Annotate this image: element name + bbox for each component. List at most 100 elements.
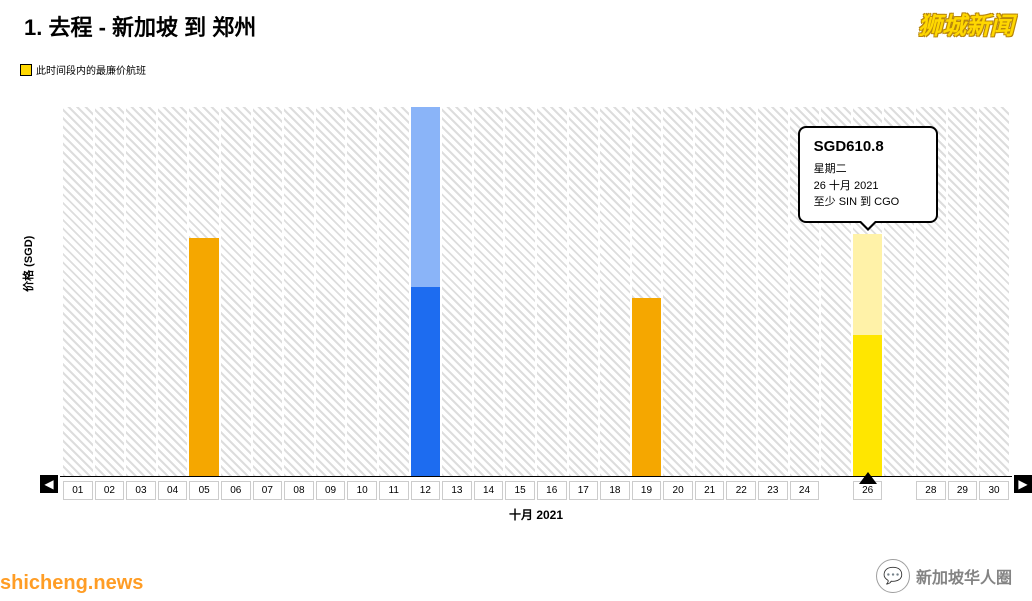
- x-axis-day[interactable]: 22: [726, 481, 756, 500]
- bar-unavailable: [284, 107, 314, 476]
- bar-slot[interactable]: 周: [189, 107, 219, 476]
- bar-unavailable: [695, 107, 725, 476]
- bar-unavailable: [505, 107, 535, 476]
- bar-slot[interactable]: 周: [505, 107, 535, 476]
- x-axis-day[interactable]: 17: [569, 481, 599, 500]
- bar-unavailable: [158, 107, 188, 476]
- x-axis-day[interactable]: 10: [347, 481, 377, 500]
- bar-slot[interactable]: 周: [979, 107, 1009, 476]
- bar-unavailable: [442, 107, 472, 476]
- bar-slot[interactable]: 周: [158, 107, 188, 476]
- price-tooltip: SGD610.8 星期二26 十月 2021至少 SIN 到 CGO: [798, 126, 938, 223]
- bar-slot[interactable]: 周: [379, 107, 409, 476]
- bar-slot[interactable]: 周: [347, 107, 377, 476]
- legend: 此时间段内的最廉价航班: [20, 62, 1012, 77]
- x-axis-day[interactable]: 07: [253, 481, 283, 500]
- wechat-icon: 💬: [876, 559, 910, 593]
- bar-unavailable: [221, 107, 251, 476]
- x-axis-day[interactable]: 29: [948, 481, 978, 500]
- bar-slot[interactable]: 周SGD610.8星期二26 十月 2021至少 SIN 到 CGO: [853, 107, 883, 476]
- bar-unavailable: [316, 107, 346, 476]
- bar-unavailable: [663, 107, 693, 476]
- x-axis-day[interactable]: 15: [505, 481, 535, 500]
- bar-unavailable: [253, 107, 283, 476]
- x-axis-day[interactable]: 09: [316, 481, 346, 500]
- x-axis-day[interactable]: 08: [284, 481, 314, 500]
- x-axis-day[interactable]: 05: [189, 481, 219, 500]
- x-axis-day[interactable]: 16: [537, 481, 567, 500]
- x-axis-label: 十月 2021: [60, 506, 1012, 523]
- tooltip-route: 至少 SIN 到 CGO: [814, 194, 922, 211]
- watermark-bottom-left: shicheng.news: [0, 572, 143, 595]
- bar-unavailable: [379, 107, 409, 476]
- watermark-name: 新加坡华人圈: [916, 564, 1012, 588]
- watermark-bottom-right: 💬 新加坡华人圈: [876, 559, 1012, 593]
- bar-unavailable: [63, 107, 93, 476]
- watermark-top: 狮城新闻: [918, 6, 1014, 41]
- x-axis-day[interactable]: 21: [695, 481, 725, 500]
- bar-slot[interactable]: 周: [663, 107, 693, 476]
- bar-slot[interactable]: 周: [95, 107, 125, 476]
- bar-unavailable: [347, 107, 377, 476]
- bar-slot[interactable]: 周: [948, 107, 978, 476]
- bar-unavailable: [758, 107, 788, 476]
- x-axis-day[interactable]: 19: [632, 481, 662, 500]
- bar-slot[interactable]: 周: [632, 107, 662, 476]
- bar-slot[interactable]: 周: [442, 107, 472, 476]
- legend-swatch: [20, 64, 32, 76]
- bar-slot[interactable]: 周: [126, 107, 156, 476]
- selected-marker: [859, 472, 877, 484]
- x-axis-day[interactable]: 04: [158, 481, 188, 500]
- x-axis-day[interactable]: 28: [916, 481, 946, 500]
- tooltip-weekday: 星期二: [814, 161, 922, 178]
- bar-unavailable: [537, 107, 567, 476]
- bar-unavailable: [569, 107, 599, 476]
- bar-unavailable: [126, 107, 156, 476]
- bar-slot[interactable]: 周: [600, 107, 630, 476]
- x-axis-day[interactable]: 24: [790, 481, 820, 500]
- x-axis-day[interactable]: 14: [474, 481, 504, 500]
- bar-value: [853, 335, 883, 476]
- bar-unavailable: [979, 107, 1009, 476]
- next-button[interactable]: ▶: [1014, 475, 1032, 493]
- bar-unavailable: [948, 107, 978, 476]
- x-axis-day[interactable]: 13: [442, 481, 472, 500]
- x-axis-day[interactable]: 20: [663, 481, 693, 500]
- bar-slot[interactable]: 周: [63, 107, 93, 476]
- x-axis-day[interactable]: 02: [95, 481, 125, 500]
- tooltip-price: SGD610.8: [814, 138, 922, 155]
- x-axis-day[interactable]: 06: [221, 481, 251, 500]
- page-title: 1. 去程 - 新加坡 到 郑州: [24, 10, 1012, 42]
- bar-slot[interactable]: 周: [253, 107, 283, 476]
- bar-unavailable: [95, 107, 125, 476]
- bar-slot[interactable]: 周: [284, 107, 314, 476]
- y-axis-label: 价格 (SGD): [20, 236, 36, 292]
- bar-value: [632, 298, 662, 476]
- x-axis-day[interactable]: 30: [979, 481, 1009, 500]
- bar-unavailable: [600, 107, 630, 476]
- bar-slot[interactable]: 周: [474, 107, 504, 476]
- bar-slot[interactable]: 周: [695, 107, 725, 476]
- x-axis-day[interactable]: 11: [379, 481, 409, 500]
- tooltip-date: 26 十月 2021: [814, 178, 922, 195]
- price-chart: 价格 (SGD) ◀ ▶ 周周周周周周周周周周周周周周周周周周周周周周周周周周S…: [60, 107, 1012, 517]
- x-axis-day[interactable]: 18: [600, 481, 630, 500]
- legend-label: 此时间段内的最廉价航班: [36, 62, 146, 77]
- bar-slot[interactable]: 周: [569, 107, 599, 476]
- bar-unavailable: [474, 107, 504, 476]
- bar-slot[interactable]: 周: [537, 107, 567, 476]
- bar-slot[interactable]: 周: [411, 107, 441, 476]
- x-axis-day[interactable]: 01: [63, 481, 93, 500]
- chart-plot: 周周周周周周周周周周周周周周周周周周周周周周周周周周SGD610.8星期二26 …: [60, 107, 1012, 477]
- x-axis-day[interactable]: 03: [126, 481, 156, 500]
- prev-button[interactable]: ◀: [40, 475, 58, 493]
- x-axis-day[interactable]: 12: [411, 481, 441, 500]
- bar-value: [411, 287, 441, 476]
- bar-slot[interactable]: 周: [221, 107, 251, 476]
- bar-slot[interactable]: 周: [758, 107, 788, 476]
- bar-unavailable: [726, 107, 756, 476]
- x-axis-day[interactable]: 23: [758, 481, 788, 500]
- bar-value: [189, 238, 219, 476]
- bar-slot[interactable]: 周: [726, 107, 756, 476]
- bar-slot[interactable]: 周: [316, 107, 346, 476]
